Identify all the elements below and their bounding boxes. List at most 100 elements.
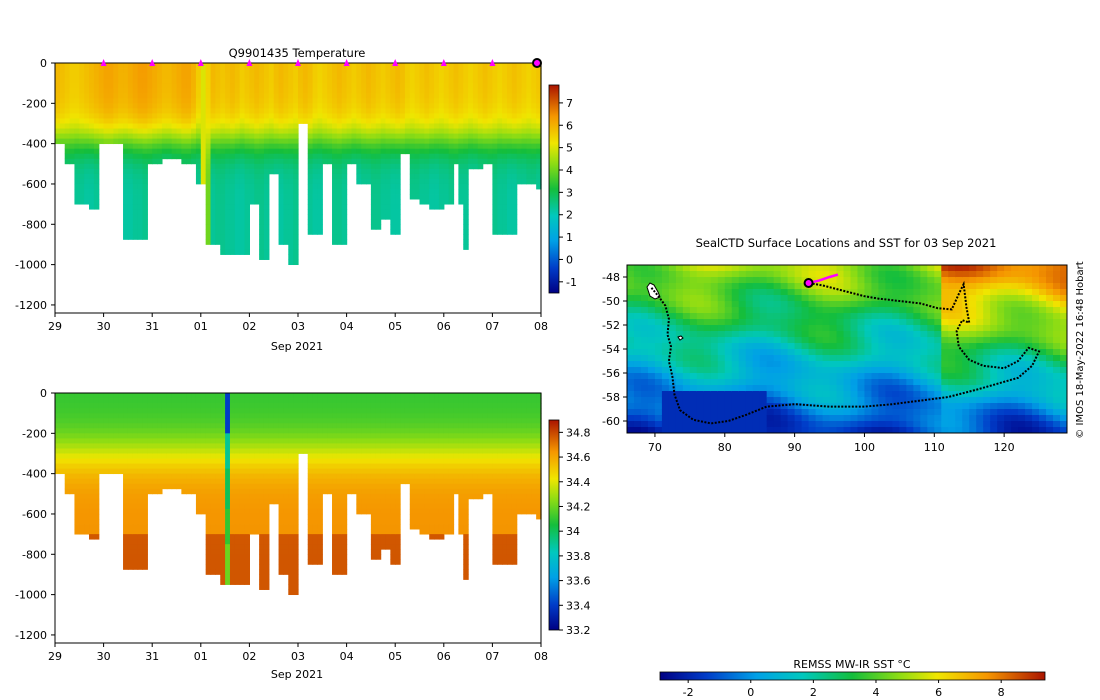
temperature-cell	[93, 83, 100, 89]
temperature-cell	[419, 98, 425, 104]
temperature-cell	[123, 78, 129, 84]
temperature-cell	[317, 108, 323, 114]
temperature-cell	[526, 88, 532, 94]
salinity-cell	[317, 393, 323, 399]
temperature-cell	[229, 83, 236, 89]
temperature-cell	[307, 103, 314, 109]
salinity-cell	[263, 488, 270, 495]
temperature-cell	[375, 128, 382, 134]
temperature-cell	[361, 63, 367, 69]
salinity-cell	[113, 468, 119, 475]
colorbar-tick-label: 7	[566, 97, 573, 110]
salinity-cell	[89, 524, 95, 530]
temperature-cell	[516, 133, 523, 140]
temperature-cell	[404, 63, 411, 69]
salinity-cell	[229, 403, 236, 409]
temperature-cell	[472, 118, 479, 124]
salinity-cell	[429, 403, 435, 409]
temperature-cell	[55, 113, 61, 119]
temperature-cell	[487, 88, 493, 94]
temperature-cell	[361, 118, 367, 124]
salinity-cell	[395, 483, 401, 490]
temperature-cell	[259, 168, 265, 175]
salinity-cell	[419, 529, 425, 535]
salinity-cell	[278, 413, 285, 419]
salinity-cell	[268, 423, 275, 429]
temperature-cell	[302, 78, 309, 84]
temperature-cell	[497, 173, 503, 180]
salinity-cell	[89, 443, 95, 449]
salinity-cell	[220, 433, 226, 439]
temperature-cell	[424, 118, 430, 124]
salinity-cell	[293, 554, 299, 560]
salinity-cell	[210, 393, 216, 399]
temperature-cell	[186, 143, 192, 150]
temperature-cell	[166, 133, 173, 140]
salinity-cell	[127, 539, 134, 545]
temperature-cell	[502, 63, 508, 69]
salinity-cell	[263, 559, 270, 565]
temperature-cell	[414, 133, 421, 140]
temperature-cell	[463, 108, 469, 114]
temperature-cell	[89, 153, 95, 160]
temperature-cell	[307, 88, 314, 94]
temperature-cell	[79, 83, 85, 89]
salinity-cell	[142, 398, 148, 404]
temperature-cell	[370, 138, 377, 145]
salinity-cell	[234, 478, 241, 485]
salinity-cell	[142, 428, 148, 434]
salinity-cell	[370, 544, 377, 550]
salinity-cell	[234, 534, 241, 540]
temperature-cell	[506, 98, 513, 104]
salinity-cell	[244, 428, 250, 434]
salinity-cell	[74, 408, 80, 414]
temperature-cell	[244, 199, 250, 205]
salinity-cell	[263, 403, 270, 409]
salinity-cell	[419, 458, 425, 464]
salinity-cell	[380, 438, 387, 444]
salinity-cell	[414, 483, 421, 490]
salinity-cell	[263, 569, 270, 575]
temperature-cell	[327, 68, 333, 74]
salinity-cell	[278, 403, 285, 409]
salinity-cell	[390, 559, 396, 565]
temperature-cell	[322, 148, 328, 155]
temperature-cell	[137, 113, 144, 119]
salinity-cell	[79, 393, 85, 399]
salinity-cell	[55, 443, 61, 449]
salinity-cell	[351, 433, 357, 439]
salinity-cell	[142, 544, 148, 550]
salinity-cell	[229, 554, 236, 560]
temperature-cell	[531, 108, 537, 114]
salinity-cell	[341, 443, 348, 449]
temperature-cell	[278, 189, 285, 195]
salinity-cell	[249, 393, 255, 399]
temperature-cell	[225, 224, 231, 230]
salinity-cell	[361, 498, 367, 505]
salinity-cell	[409, 458, 416, 464]
salinity-cell	[181, 418, 187, 424]
temperature-cell	[477, 163, 484, 170]
temperature-cell	[526, 113, 532, 119]
temperature-cell	[113, 98, 119, 104]
temperature-cell	[259, 189, 265, 195]
temperature-cell	[205, 88, 212, 94]
salinity-cell	[123, 539, 129, 545]
salinity-cell	[312, 393, 319, 399]
salinity-cell	[84, 508, 90, 515]
salinity-cell	[220, 408, 226, 414]
salinity-cell	[385, 544, 391, 550]
temperature-cell	[89, 178, 95, 185]
salinity-cell	[322, 458, 328, 464]
temperature-cell	[482, 118, 489, 124]
salinity-cell	[74, 428, 80, 434]
salinity-cell	[385, 408, 391, 414]
salinity-cell	[166, 473, 173, 480]
temperature-cell	[137, 183, 144, 190]
salinity-cell	[195, 448, 202, 454]
salinity-cell	[64, 393, 71, 399]
temperature-cell	[225, 183, 231, 190]
temperature-cell	[259, 103, 265, 109]
temperature-cell	[317, 194, 323, 200]
temperature-cell	[273, 108, 280, 114]
